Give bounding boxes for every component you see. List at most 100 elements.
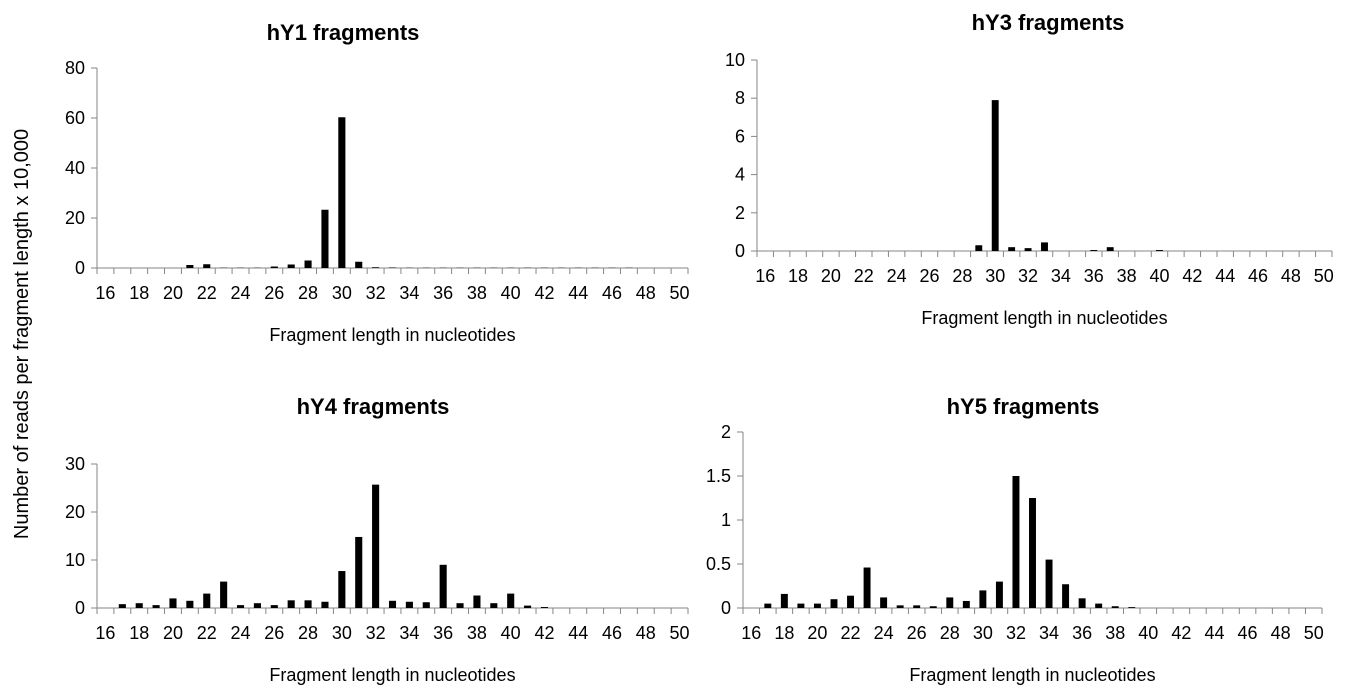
bar-hy4-21 [186, 600, 194, 608]
x-tick-label: 34 [399, 283, 419, 303]
x-tick-label: 32 [1006, 623, 1026, 643]
x-tick-label: 42 [1171, 623, 1191, 643]
x-tick-label: 42 [534, 623, 554, 643]
bar-hy3-30 [991, 100, 999, 251]
x-tick-label: 36 [433, 623, 453, 643]
bar-hy5-19 [797, 603, 805, 608]
bar-hy4-28 [304, 600, 312, 608]
bar-hy3-31 [1008, 247, 1016, 251]
x-tick-label: 38 [467, 283, 487, 303]
y-tick-label: 40 [65, 158, 85, 178]
chart-title-hy1: hY1 fragments [267, 20, 420, 45]
bar-hy3-29 [975, 245, 983, 251]
bar-hy3-32 [1024, 248, 1032, 251]
x-tick-label: 50 [1314, 266, 1334, 286]
y-tick-label: 4 [735, 165, 745, 185]
x-tick-label: 34 [399, 623, 419, 643]
y-tick-label: 2 [721, 422, 731, 442]
x-tick-label: 16 [755, 266, 775, 286]
x-tick-label: 30 [332, 623, 352, 643]
x-tick-label: 24 [887, 266, 907, 286]
bar-hy4-17 [118, 604, 126, 608]
bar-hy4-32 [372, 484, 380, 608]
bar-hy4-27 [287, 600, 295, 608]
bar-hy5-34 [1045, 559, 1053, 608]
x-tick-label: 42 [534, 283, 554, 303]
x-tick-label: 24 [231, 283, 251, 303]
x-tick-label: 20 [821, 266, 841, 286]
bar-hy1-21 [186, 265, 194, 268]
x-tick-label: 36 [1072, 623, 1092, 643]
x-tick-label: 24 [231, 623, 251, 643]
y-tick-label: 10 [725, 50, 745, 70]
x-tick-label: 26 [907, 623, 927, 643]
bar-hy1-26 [270, 266, 278, 268]
x-tick-label: 28 [298, 623, 318, 643]
bar-hy5-37 [1095, 603, 1103, 608]
bar-hy4-39 [490, 603, 498, 608]
bar-hy5-32 [1012, 476, 1020, 608]
bar-hy5-39 [1128, 607, 1136, 608]
x-tick-label: 40 [501, 283, 521, 303]
x-tick-label: 36 [1084, 266, 1104, 286]
bar-hy4-24 [236, 605, 245, 608]
bar-hy1-31 [355, 261, 363, 268]
x-tick-label: 50 [1304, 623, 1324, 643]
bar-hy3-36 [1090, 250, 1098, 251]
bar-hy5-29 [962, 600, 970, 608]
chart-panel-hy1: hY1 fragments 0 20 40 60 80 16 18 20 22 24 26 28 30 32… [65, 20, 690, 345]
bar-hy1-33 [388, 267, 397, 268]
x-tick-label: 40 [501, 623, 521, 643]
x-tick-label: 22 [854, 266, 874, 286]
y-tick-label: 20 [65, 208, 85, 228]
x-tick-label: 32 [366, 623, 386, 643]
x-tick-label: 26 [919, 266, 939, 286]
x-tick-label: 48 [636, 283, 656, 303]
bar-hy5-25 [896, 605, 904, 608]
x-tick-label: 18 [788, 266, 808, 286]
bar-hy4-37 [456, 603, 464, 608]
y-tick-label: 0 [75, 598, 85, 618]
x-axis-label-hy5: Fragment length in nucleotides [909, 665, 1155, 685]
bar-hy5-23 [863, 567, 871, 608]
x-tick-label: 32 [366, 283, 386, 303]
y-tick-label: 6 [735, 126, 745, 146]
shared-y-axis-label: Number of reads per fragment length x 10… [11, 129, 33, 539]
chart-title-hy3: hY3 fragments [972, 10, 1125, 35]
x-tick-label: 28 [940, 623, 960, 643]
chart-panel-hy4: hY4 fragments 0 10 20 30 16 18 20 22 24 26 28 30 32 34… [65, 394, 690, 685]
x-tick-label: 32 [1018, 266, 1038, 286]
x-tick-label: 28 [298, 283, 318, 303]
x-tick-label: 46 [1238, 623, 1258, 643]
bar-hy5-24 [880, 597, 888, 608]
x-tick-label: 16 [741, 623, 761, 643]
bar-hy3-40 [1156, 250, 1163, 251]
x-tick-label: 22 [197, 283, 217, 303]
x-tick-label: 24 [874, 623, 894, 643]
x-tick-label: 38 [467, 623, 487, 643]
bar-hy5-35 [1062, 584, 1070, 608]
y-tick-label: 0 [735, 241, 745, 261]
x-tick-label: 30 [985, 266, 1005, 286]
bar-hy3-33 [1041, 242, 1048, 251]
bar-hy4-23 [220, 581, 228, 608]
x-tick-label: 26 [264, 623, 284, 643]
bar-hy5-18 [780, 593, 788, 608]
y-tick-label: 8 [735, 88, 745, 108]
bar-hy4-19 [152, 605, 160, 608]
chart-title-hy4: hY4 fragments [297, 394, 450, 419]
x-tick-label: 26 [264, 283, 284, 303]
bar-hy4-40 [507, 593, 515, 608]
bar-hy4-34 [405, 601, 413, 608]
bar-hy4-35 [422, 602, 430, 608]
x-tick-label: 46 [602, 623, 622, 643]
bar-hy4-41 [524, 605, 532, 608]
y-tick-label: 0.5 [706, 554, 731, 574]
y-tick-label: 10 [65, 550, 85, 570]
x-axis-label-hy1: Fragment length in nucleotides [269, 325, 515, 345]
x-tick-label: 16 [95, 623, 115, 643]
x-tick-label: 20 [807, 623, 827, 643]
bar-hy3-37 [1106, 247, 1114, 251]
